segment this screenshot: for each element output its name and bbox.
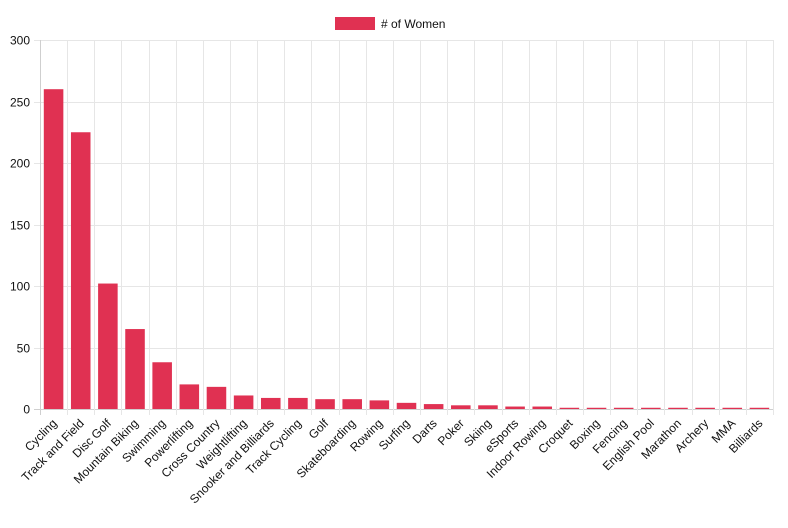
x-tick-label: Darts <box>410 416 440 446</box>
y-tick-label: 300 <box>10 34 30 48</box>
bars <box>43 89 770 409</box>
y-tick-label: 250 <box>10 96 30 110</box>
bar-surfing[interactable] <box>396 402 417 409</box>
y-tick-label: 0 <box>23 403 30 417</box>
legend-swatch <box>335 17 375 30</box>
bar-swimming[interactable] <box>152 362 172 409</box>
bar-skateboarding[interactable] <box>342 399 362 409</box>
bar-track-cycling[interactable] <box>288 397 308 409</box>
bar-disc-golf[interactable] <box>98 283 118 409</box>
bar-fencing[interactable] <box>613 407 634 409</box>
bar-golf[interactable] <box>315 399 335 409</box>
bar-marathon[interactable] <box>668 407 688 409</box>
bar-powerlifting[interactable] <box>179 384 200 409</box>
bar-esports[interactable] <box>505 406 525 409</box>
bar-track-and-field[interactable] <box>70 132 91 409</box>
bar-archery[interactable] <box>695 407 715 409</box>
bar-boxing[interactable] <box>586 407 607 409</box>
bar-weightlifting[interactable] <box>233 395 254 409</box>
y-tick-label: 150 <box>10 219 30 233</box>
y-tick-label: 100 <box>10 280 30 294</box>
bar-poker[interactable] <box>451 405 471 409</box>
bar-cycling[interactable] <box>43 89 64 409</box>
bar-mountain-biking[interactable] <box>125 329 145 409</box>
bar-rowing[interactable] <box>369 400 390 409</box>
gridlines <box>34 40 774 415</box>
y-axis-tick-labels: 0 50 100 150 200 250 300 <box>10 34 30 417</box>
y-tick-label: 50 <box>17 342 31 356</box>
bar-darts[interactable] <box>423 404 444 409</box>
bar-english-pool[interactable] <box>641 407 661 409</box>
bar-mma[interactable] <box>722 407 743 409</box>
legend[interactable]: # of Women <box>335 17 445 31</box>
bar-skiing[interactable] <box>478 405 498 409</box>
bar-indoor-rowing[interactable] <box>532 406 553 409</box>
bar-cross-country[interactable] <box>206 386 227 409</box>
bar-snooker-and-billiards[interactable] <box>260 397 281 409</box>
x-tick-label: Poker <box>435 416 467 448</box>
bar-billiards[interactable] <box>749 407 770 409</box>
x-tick-label: Surfing <box>376 416 413 453</box>
bar-croquet[interactable] <box>559 407 580 409</box>
legend-label: # of Women <box>381 17 445 31</box>
y-tick-label: 200 <box>10 157 30 171</box>
